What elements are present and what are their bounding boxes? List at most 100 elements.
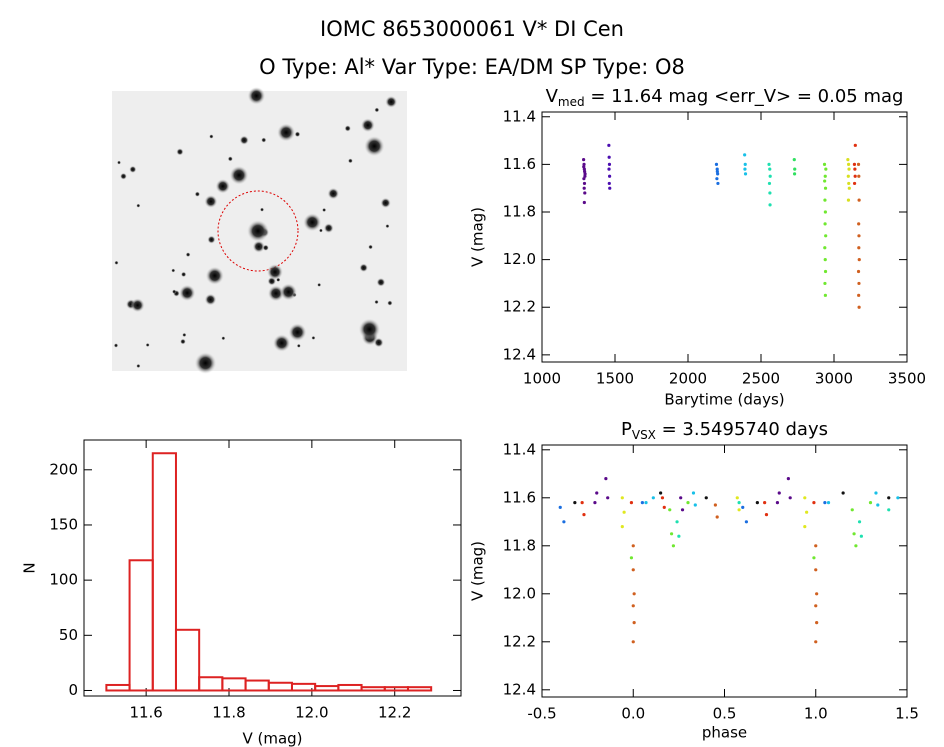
point	[822, 162, 827, 166]
hist-bar	[198, 676, 224, 692]
hist-bar	[105, 683, 131, 692]
point	[632, 592, 636, 596]
x-tick-label: 11.6	[129, 704, 162, 722]
x-tick-label: 2500	[742, 370, 780, 388]
star	[259, 207, 265, 212]
x-tick-label: 1000	[523, 370, 561, 388]
x-tick-label: 1.5	[895, 705, 919, 723]
point	[764, 513, 769, 517]
star	[215, 178, 231, 194]
hist-bar	[221, 677, 247, 692]
star	[374, 299, 379, 305]
x-tick-label: 3000	[815, 370, 853, 388]
y-tick-label: 11.8	[503, 536, 536, 554]
star	[373, 337, 384, 348]
point	[631, 544, 635, 548]
point	[786, 477, 790, 481]
x-tick-label: 11.8	[212, 704, 245, 722]
star	[294, 131, 301, 138]
y-tick-label: 150	[49, 515, 78, 533]
point	[768, 203, 772, 207]
title-main: V	[546, 86, 559, 107]
hist-bar	[383, 686, 409, 692]
point	[704, 496, 708, 500]
star	[272, 334, 291, 352]
star	[229, 165, 249, 185]
star	[176, 148, 184, 156]
title-rest: = 3.5495740 days	[656, 419, 828, 440]
star	[114, 260, 119, 265]
point	[608, 186, 612, 190]
star	[374, 107, 380, 113]
point	[857, 246, 861, 250]
point	[607, 167, 611, 171]
point	[686, 501, 690, 505]
point	[713, 503, 717, 507]
hist-bar	[174, 628, 201, 692]
y-tick-label: 12.2	[503, 632, 536, 650]
hist-bar	[290, 682, 317, 692]
point	[815, 592, 819, 596]
star	[171, 289, 177, 294]
star	[247, 220, 269, 242]
x-tick-label: 3500	[888, 370, 926, 388]
point	[737, 508, 741, 512]
plot-frame	[541, 444, 908, 698]
star	[182, 332, 187, 338]
x-tick-label: 1.0	[804, 705, 828, 723]
hist-bar	[337, 683, 363, 692]
title-main: P	[621, 419, 632, 440]
y-tick-label: 11.4	[503, 107, 536, 125]
hist-bar	[406, 686, 433, 692]
star	[204, 194, 218, 208]
point	[715, 169, 719, 174]
point	[814, 544, 818, 548]
point	[896, 496, 900, 500]
point	[659, 491, 663, 495]
star	[261, 137, 267, 143]
point	[677, 534, 681, 538]
y-tick-label: 50	[59, 626, 78, 644]
point	[595, 491, 599, 495]
star	[358, 318, 381, 341]
point	[857, 174, 861, 178]
point	[744, 520, 749, 524]
point	[857, 258, 861, 262]
point	[743, 153, 747, 157]
point	[859, 534, 863, 538]
point	[846, 158, 850, 162]
star	[344, 125, 351, 132]
y-tick-label: 12.4	[503, 680, 536, 698]
point	[631, 640, 635, 644]
point	[583, 172, 587, 176]
point	[824, 234, 828, 238]
point	[631, 568, 635, 572]
point	[562, 520, 566, 524]
hist-bar	[314, 685, 340, 692]
star	[311, 335, 316, 340]
point	[814, 568, 818, 572]
x-axis-label: V (mag)	[242, 730, 302, 747]
y-tick-label: 11.4	[503, 440, 536, 458]
point	[580, 501, 584, 505]
point	[629, 556, 634, 560]
point	[887, 508, 891, 512]
plot-frame	[83, 439, 462, 697]
point	[853, 143, 857, 147]
point	[660, 496, 665, 500]
point	[792, 158, 796, 162]
point	[715, 515, 719, 519]
point	[693, 503, 697, 507]
point	[582, 177, 586, 181]
star	[130, 298, 145, 313]
star	[204, 293, 217, 306]
point	[558, 505, 562, 509]
point	[767, 181, 772, 186]
point	[805, 510, 809, 514]
star	[117, 160, 122, 165]
point	[607, 174, 612, 178]
star	[179, 284, 196, 302]
point	[714, 162, 719, 166]
star	[385, 224, 390, 229]
